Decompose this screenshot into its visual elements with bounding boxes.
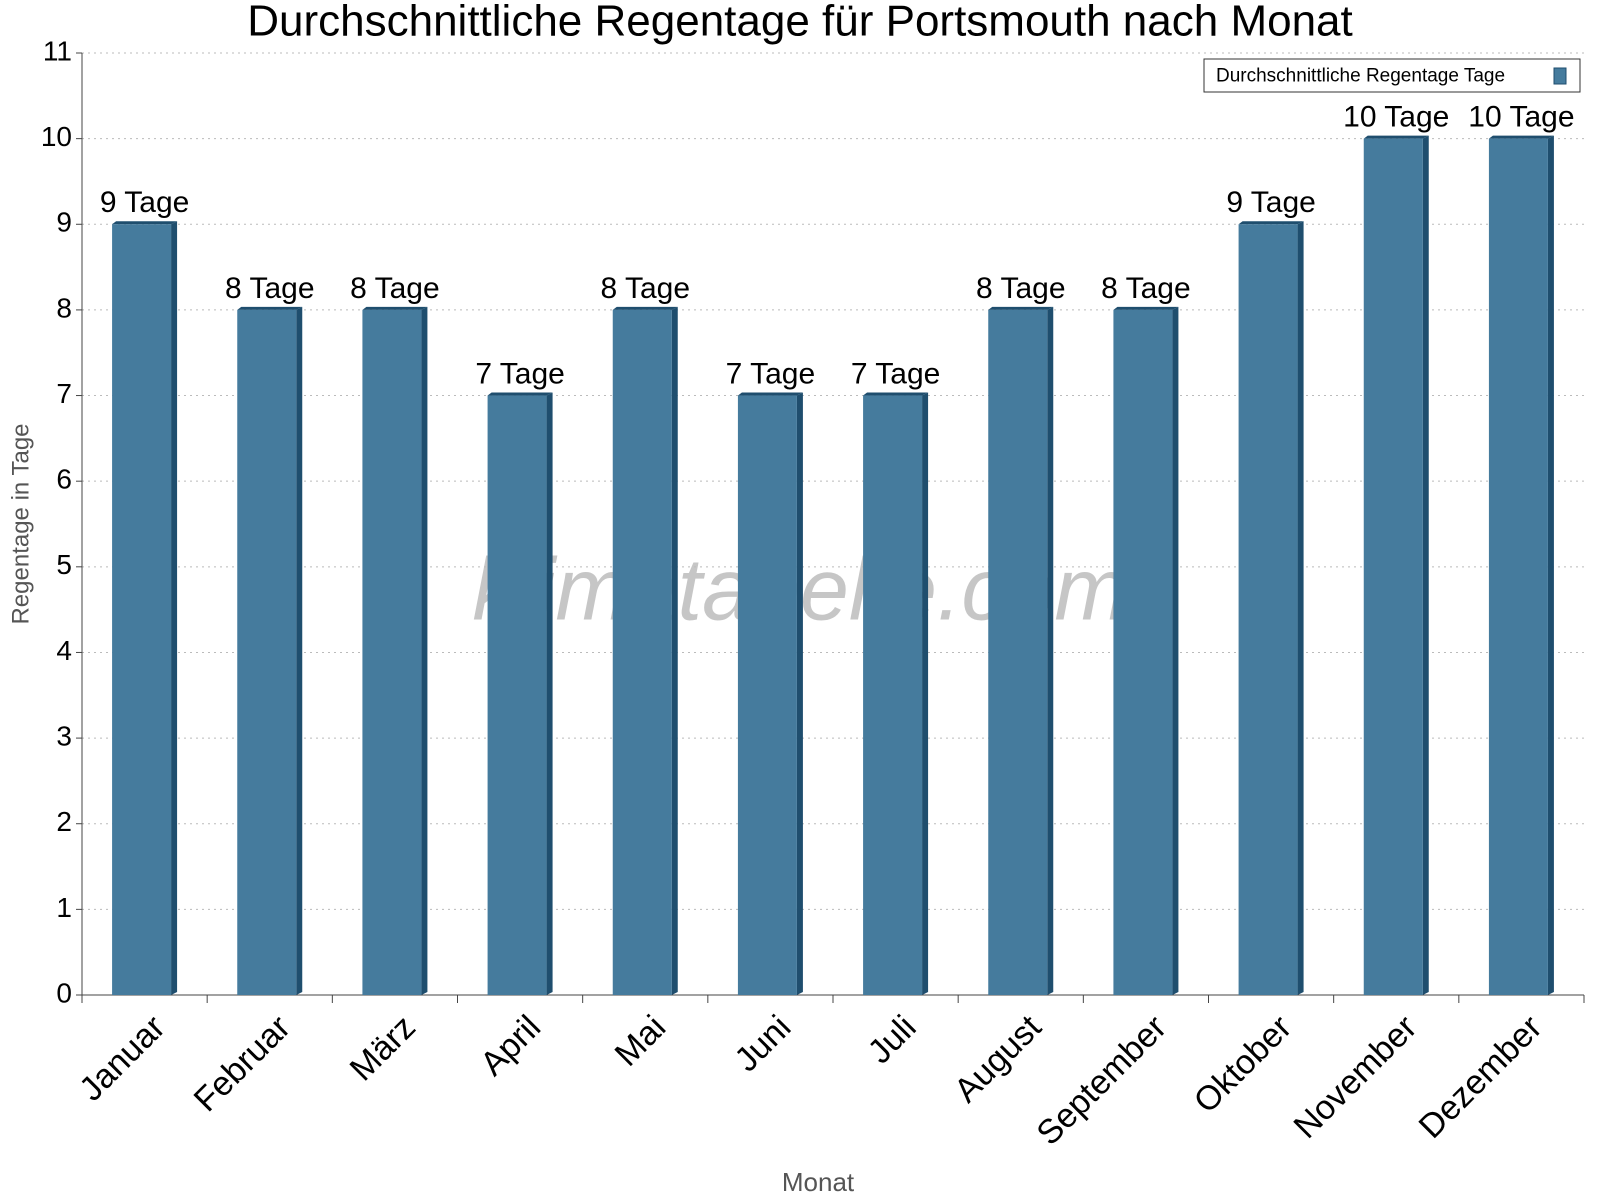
x-axis-label: Monat xyxy=(782,1167,855,1197)
value-label: 8 Tage xyxy=(1101,272,1191,305)
bar-side xyxy=(546,392,553,996)
value-label: 8 Tage xyxy=(600,272,690,305)
x-tick-label: Januar xyxy=(72,1008,172,1108)
bar-side xyxy=(671,306,678,996)
bar xyxy=(237,309,297,996)
bar-side xyxy=(171,221,178,996)
x-tick-label: April xyxy=(473,1008,548,1083)
value-label: 7 Tage xyxy=(851,357,941,390)
y-tick-label: 4 xyxy=(56,635,72,666)
y-tick-label: 8 xyxy=(56,292,72,323)
bar-top xyxy=(112,221,178,225)
bar xyxy=(487,395,547,996)
bar-side xyxy=(1547,135,1554,996)
legend-box xyxy=(1203,58,1581,93)
x-tick-label: Februar xyxy=(187,1008,298,1119)
value-label: 7 Tage xyxy=(475,357,565,390)
x-tick-label: Juni xyxy=(727,1008,798,1079)
bar-side xyxy=(1047,306,1054,996)
bar-top xyxy=(487,392,553,396)
chart-title: Durchschnittliche Regentage für Portsmou… xyxy=(247,0,1352,46)
bar xyxy=(863,395,923,996)
y-tick-label: 6 xyxy=(56,464,72,495)
bar xyxy=(362,309,422,996)
legend-label: Durchschnittliche Regentage Tage xyxy=(1216,66,1505,87)
value-label: 9 Tage xyxy=(100,186,190,219)
x-tick-label: November xyxy=(1286,1008,1424,1146)
y-tick-label: 11 xyxy=(43,35,72,66)
bar xyxy=(988,309,1048,996)
legend-swatch xyxy=(1553,67,1567,85)
bar-side xyxy=(421,306,428,996)
value-label: 10 Tage xyxy=(1468,101,1574,134)
value-label: 10 Tage xyxy=(1343,101,1449,134)
bar-top xyxy=(237,306,303,310)
x-tick-label: September xyxy=(1029,1008,1173,1152)
y-tick-label: 3 xyxy=(56,720,72,751)
y-tick-label: 7 xyxy=(56,378,72,409)
bar-top xyxy=(612,306,678,310)
bar-top xyxy=(737,392,803,396)
x-tick-label: August xyxy=(947,1008,1049,1110)
bar-side xyxy=(796,392,803,996)
value-label: 8 Tage xyxy=(976,272,1066,305)
x-tick-label: März xyxy=(343,1008,423,1088)
bar xyxy=(1238,224,1298,996)
bar xyxy=(612,309,672,996)
bar xyxy=(1363,138,1423,996)
x-tick-label: Juli xyxy=(861,1008,924,1071)
bar xyxy=(737,395,797,996)
y-tick-label: 10 xyxy=(41,121,72,152)
x-tick-label: Oktober xyxy=(1187,1008,1299,1120)
value-label: 8 Tage xyxy=(350,272,440,305)
bar xyxy=(1113,309,1173,996)
bar-side xyxy=(296,306,303,996)
bar-side xyxy=(1172,306,1179,996)
bar xyxy=(112,224,172,996)
y-tick-label: 9 xyxy=(56,207,72,238)
y-tick-label: 0 xyxy=(56,977,72,1008)
y-tick-label: 2 xyxy=(56,806,72,837)
bar-side xyxy=(922,392,929,996)
bar-top xyxy=(362,306,428,310)
bar-top xyxy=(988,306,1054,310)
x-tick-label: Mai xyxy=(608,1008,674,1074)
value-label: 7 Tage xyxy=(726,357,816,390)
value-label: 9 Tage xyxy=(1226,186,1316,219)
bar-top xyxy=(1238,221,1304,225)
bar-side xyxy=(1422,135,1429,996)
bar-side xyxy=(1297,221,1304,996)
value-label: 8 Tage xyxy=(225,272,315,305)
bar xyxy=(1488,138,1548,996)
y-tick-label: 1 xyxy=(56,892,72,923)
x-tick-label: Dezember xyxy=(1412,1008,1550,1146)
bar-top xyxy=(1363,135,1429,139)
y-axis-label: Regentage in Tage xyxy=(7,423,34,624)
y-tick-label: 5 xyxy=(56,549,72,580)
bar-top xyxy=(863,392,929,396)
bar-top xyxy=(1488,135,1554,139)
bar-top xyxy=(1113,306,1179,310)
